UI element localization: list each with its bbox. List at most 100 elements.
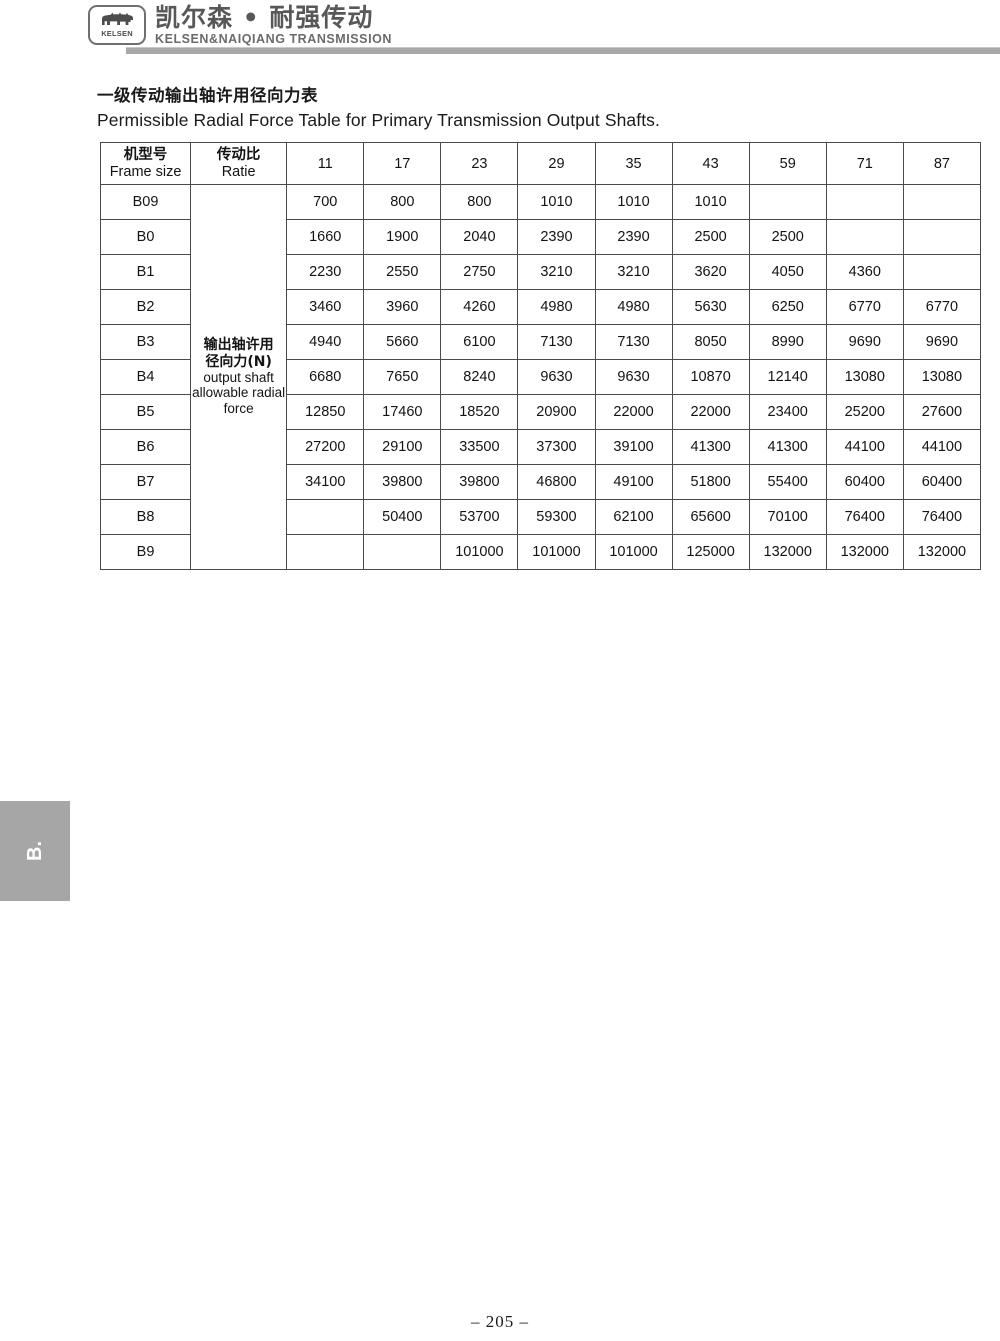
force-value-cell: 9630: [594, 359, 673, 395]
force-value-cell: 6680: [286, 359, 365, 395]
force-value-cell: 3620: [671, 254, 750, 290]
force-value-cell: 34100: [286, 464, 365, 500]
force-value-cell: 50400: [363, 499, 442, 535]
frame-size-cell: B7: [99, 464, 192, 500]
force-value-cell: 6100: [440, 324, 519, 360]
force-value-cell: 12850: [286, 394, 365, 430]
force-value-cell: 13080: [902, 359, 982, 395]
kelsen-logo-badge: KELSEN: [88, 5, 146, 46]
permissible-radial-force-table: 机型号 Frame size 传动比 Ratie 11 17 23 29 35 …: [99, 142, 982, 570]
force-value-cell: [825, 219, 904, 255]
force-value-cell: [902, 184, 982, 220]
page-number: – 205 –: [471, 1312, 529, 1331]
force-value-cell: 65600: [671, 499, 750, 535]
force-value-cell: 76400: [825, 499, 904, 535]
force-value-cell: 101000: [594, 534, 673, 570]
force-value-cell: 37300: [517, 429, 596, 465]
table-row: B4 6680 7650 8240 9630 9630 10870 12140 13080 130…: [99, 359, 982, 395]
table-row: B6 27200 29100 33500 37300 39100 41300 41300 441…: [99, 429, 982, 465]
header-ratio-17: 17: [363, 142, 442, 185]
header-ratio: 传动比 Ratie: [190, 142, 288, 185]
force-value-cell: 1660: [286, 219, 365, 255]
frame-size-cell: B5: [99, 394, 192, 430]
table-body: B09 输出轴许用 径向力(N) output shaft allowable radi…: [99, 184, 982, 570]
header-frame-size: 机型号 Frame size: [99, 142, 192, 185]
radial-force-label-line: 输出轴许用: [203, 337, 274, 354]
table-row: B9 101000 101000 101000 125000 132000 132000 13…: [99, 534, 982, 570]
force-value-cell: 8240: [440, 359, 519, 395]
force-value-cell: 1010: [671, 184, 750, 220]
force-value-cell: [902, 219, 982, 255]
force-value-cell: 125000: [671, 534, 750, 570]
force-value-cell: 7130: [517, 324, 596, 360]
force-value-cell: 5660: [363, 324, 442, 360]
force-value-cell: 2500: [671, 219, 750, 255]
force-value-cell: 2390: [594, 219, 673, 255]
force-value-cell: 41300: [748, 429, 827, 465]
table-row: B1 2230 2550 2750 3210 3210 3620 4050 4360: [99, 254, 982, 290]
header-frame-size-cn: 机型号: [123, 147, 168, 164]
force-value-cell: 46800: [517, 464, 596, 500]
force-value-cell: 4260: [440, 289, 519, 325]
force-value-cell: 3210: [517, 254, 596, 290]
header-ratio-87: 87: [902, 142, 982, 185]
frame-size-cell: B6: [99, 429, 192, 465]
radial-force-label-line: output shaft: [203, 369, 274, 385]
table-header-row: 机型号 Frame size 传动比 Ratie 11 17 23 29 35 …: [99, 142, 982, 185]
force-value-cell: 76400: [902, 499, 982, 535]
force-value-cell: 55400: [748, 464, 827, 500]
force-value-cell: 44100: [825, 429, 904, 465]
force-value-cell: 70100: [748, 499, 827, 535]
force-value-cell: 62100: [594, 499, 673, 535]
force-value-cell: 2750: [440, 254, 519, 290]
force-value-cell: 1010: [594, 184, 673, 220]
frame-size-cell: B09: [99, 184, 192, 220]
force-value-cell: 51800: [671, 464, 750, 500]
frame-size-cell: B9: [99, 534, 192, 570]
force-value-cell: 2230: [286, 254, 365, 290]
page-title-cn: 一级传动输出轴许用径向力表: [97, 86, 318, 105]
force-value-cell: 101000: [517, 534, 596, 570]
force-value-cell: 6770: [825, 289, 904, 325]
force-value-cell: 4980: [594, 289, 673, 325]
force-value-cell: 4050: [748, 254, 827, 290]
output-shaft-allowable-radial-force-label: 输出轴许用 径向力(N) output shaft allowable radial f…: [190, 184, 288, 570]
force-value-cell: 4360: [825, 254, 904, 290]
force-value-cell: 132000: [902, 534, 982, 570]
force-value-cell: 9630: [517, 359, 596, 395]
brand-name-cn: 凯尔森 • 耐强传动: [155, 3, 374, 32]
force-value-cell: 700: [286, 184, 365, 220]
force-value-cell: 2040: [440, 219, 519, 255]
section-side-tab: B.: [0, 801, 70, 901]
force-value-cell: 59300: [517, 499, 596, 535]
force-value-cell: 39800: [363, 464, 442, 500]
force-value-cell: 101000: [440, 534, 519, 570]
force-value-cell: 9690: [825, 324, 904, 360]
force-value-cell: 60400: [825, 464, 904, 500]
table-row: B7 34100 39800 39800 46800 49100 51800 55400 604…: [99, 464, 982, 500]
force-value-cell: 29100: [363, 429, 442, 465]
force-value-cell: [363, 534, 442, 570]
force-value-cell: 2550: [363, 254, 442, 290]
table-row: B09 输出轴许用 径向力(N) output shaft allowable radi…: [99, 184, 982, 570]
frame-size-cell: B4: [99, 359, 192, 395]
force-value-cell: 3960: [363, 289, 442, 325]
radial-force-label-line: allowable radial: [192, 385, 286, 401]
header-ratio-29: 29: [517, 142, 596, 185]
frame-size-cell: B2: [99, 289, 192, 325]
table-row: B3 4940 5660 6100 7130 7130 8050 8990 9690 9690: [99, 324, 982, 360]
force-value-cell: 800: [363, 184, 442, 220]
force-value-cell: 3460: [286, 289, 365, 325]
force-value-cell: 25200: [825, 394, 904, 430]
radial-force-label-line: force: [223, 401, 254, 417]
force-value-cell: 4980: [517, 289, 596, 325]
header-ratio-23: 23: [440, 142, 519, 185]
force-value-cell: 132000: [748, 534, 827, 570]
brand-name-en: KELSEN&NAIQIANG TRANSMISSION: [155, 32, 392, 46]
force-value-cell: 17460: [363, 394, 442, 430]
radial-force-label-line: 径向力(N): [205, 353, 272, 370]
frame-size-cell: B8: [99, 499, 192, 535]
header-ratio-11: 11: [286, 142, 365, 185]
force-value-cell: [825, 184, 904, 220]
force-value-cell: 7650: [363, 359, 442, 395]
